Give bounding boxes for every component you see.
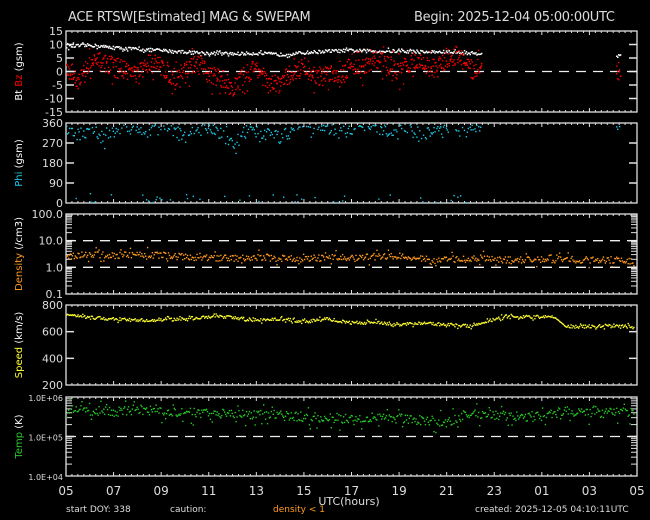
x-tick-label: 09 (154, 484, 169, 498)
panel-speed: 800 600 400 200 Speed (km/s) (14, 299, 638, 392)
panel-temp: 1.0E+06 1.0E+05 1.0E+04 Temp (K) (14, 394, 638, 482)
y-tick-label: 360 (42, 117, 63, 130)
x-tick-label: 21 (439, 484, 454, 498)
x-axis-label: UTC(hours) (318, 495, 379, 508)
panel-phi: 360 270 180 90 0 Phi (gsm) (14, 117, 638, 210)
y-tick-label: 15 (49, 25, 63, 38)
series-bz (66, 45, 622, 97)
y-tick-label: 5 (56, 52, 63, 65)
x-tick-label: 07 (106, 484, 121, 498)
created-timestamp: created: 2025-12-05 04:10:11UTC (475, 505, 629, 515)
series-phi (66, 124, 621, 204)
y-axis-label-temp: Temp (K) (14, 414, 25, 459)
x-tick-label: 17 (344, 484, 359, 498)
x-tick-label: 19 (391, 484, 406, 498)
caution-text: density < 1 (273, 505, 325, 515)
x-tick-label: 23 (487, 484, 502, 498)
x-tick-label: 13 (249, 484, 264, 498)
y-tick-label: 800 (42, 299, 63, 312)
x-tick-label: 01 (534, 484, 549, 498)
series-bt (66, 42, 622, 59)
y-tick-label: 600 (42, 326, 63, 339)
y-tick-label: 0 (56, 66, 63, 79)
y-axis-label-speed: Speed (km/s) (14, 312, 25, 379)
x-tick-label: 05 (629, 484, 644, 498)
series-speed (66, 313, 635, 330)
x-tick-label: 03 (582, 484, 597, 498)
begin-timestamp: Begin: 2025-12-04 05:00:00UTC (414, 10, 615, 25)
caution-label: caution: (170, 505, 207, 515)
y-tick-label: 0.1 (46, 288, 64, 301)
y-axis-label-mag: Bt Bz (gsm) (14, 42, 25, 100)
y-tick-label: 10.0 (39, 235, 64, 248)
y-tick-label: 180 (42, 157, 63, 170)
x-tick-label: 15 (296, 484, 311, 498)
y-tick-label: 90 (49, 177, 63, 190)
x-tick-label: 11 (201, 484, 216, 498)
panel-density: 100.0 10.0 1.0 0.1 Density (/cm3) (14, 208, 638, 301)
y-tick-label: -10 (45, 93, 63, 106)
y-tick-label: 10 (49, 39, 63, 52)
start-doy: start DOY: 338 (66, 505, 131, 515)
y-tick-label: 200 (42, 379, 63, 392)
y-tick-label: 0 (56, 197, 63, 210)
x-tick-label: 05 (58, 484, 73, 498)
y-tick-label: 1.0E+05 (28, 434, 63, 443)
series-temp (66, 398, 635, 434)
chart-title: ACE RTSW[Estimated] MAG & SWEPAM (68, 10, 311, 25)
y-tick-label: -15 (45, 106, 63, 119)
y-tick-label: 100.0 (32, 208, 64, 221)
y-tick-label: 1.0E+06 (28, 394, 63, 403)
y-tick-label: 1.0 (46, 261, 64, 274)
y-tick-label: 1.0E+04 (28, 473, 63, 482)
y-tick-label: -5 (52, 79, 63, 92)
y-tick-label: 400 (42, 352, 63, 365)
y-axis-label-density: Density (/cm3) (14, 217, 25, 291)
series-density (66, 246, 635, 269)
y-tick-label: 270 (42, 137, 63, 150)
y-axis-label-phi: Phi (gsm) (14, 139, 25, 187)
